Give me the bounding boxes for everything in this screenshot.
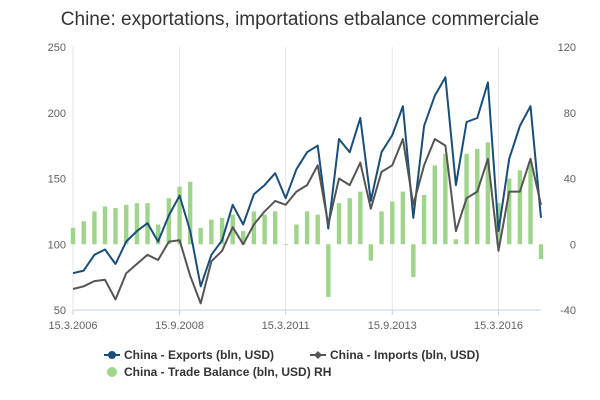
trade-balance-bar xyxy=(273,211,278,245)
axes: 15.3.2006 15.9.2008 15.3.2011 15.9.2013 15.3… xyxy=(48,42,576,332)
exports-series-line xyxy=(72,76,542,288)
trade-balance-bar xyxy=(219,217,225,245)
trade-balance-bar xyxy=(198,227,203,245)
trade-balance-bar xyxy=(294,224,299,245)
trade-balance-bar xyxy=(155,224,161,245)
legend: China - Exports (bln, USD) China - Impor… xyxy=(104,348,479,379)
trade-balance-bar xyxy=(390,201,395,245)
x-tick-label: 15.3.2011 xyxy=(262,320,310,332)
trade-balance-bar xyxy=(134,203,140,245)
trade-balance-bar xyxy=(70,227,76,245)
y-left-tick-label: 200 xyxy=(48,108,66,120)
y-right-tick-label: 40 xyxy=(564,174,576,186)
trade-balance-bar xyxy=(400,191,406,245)
x-tick-label: 15.3.2016 xyxy=(474,320,523,332)
trade-balance-bar xyxy=(113,208,118,245)
trade-balance-bar xyxy=(209,219,214,245)
y-left-tick-label: 250 xyxy=(48,42,66,54)
y-right-tick-label: -40 xyxy=(560,305,576,317)
trade-balance-bar xyxy=(166,198,172,245)
y-right-tick-label: 120 xyxy=(558,42,576,54)
series-lines xyxy=(72,76,542,305)
trade-balance-bar xyxy=(358,191,363,245)
trade-balance-bar xyxy=(315,214,320,245)
y-right-tick-label: 80 xyxy=(564,108,576,120)
trade-balance-bar xyxy=(81,221,86,245)
legend-balance-marker xyxy=(107,367,117,377)
trade-balance-bar xyxy=(432,165,437,245)
trade-balance-bar xyxy=(124,204,129,245)
y-left-tick-label: 100 xyxy=(48,239,66,251)
chart-title: Chine: exportations, importations etbala… xyxy=(61,9,539,30)
trade-balance-bar xyxy=(92,211,97,245)
trade-balance-bar xyxy=(240,231,246,245)
trade-balance-bar xyxy=(283,244,288,246)
trade-balance-bar xyxy=(368,244,374,261)
trade-balance-bar xyxy=(177,186,182,245)
trade-balance-bar xyxy=(475,148,480,245)
trade-balance-bar xyxy=(187,181,193,245)
trade-balance-bar xyxy=(304,211,310,245)
legend-imports-label: China - Imports (bln, USD) xyxy=(330,348,479,362)
trade-balance-bar xyxy=(336,203,342,245)
trade-balance-bar xyxy=(251,211,257,245)
trade-balance-bars xyxy=(70,142,544,297)
trade-balance-bar xyxy=(421,194,427,245)
x-tick-label: 15.9.2008 xyxy=(155,320,204,332)
y-right-tick-label: 0 xyxy=(570,239,576,251)
trade-balance-bar xyxy=(102,206,108,245)
trade-balance-bar xyxy=(453,239,459,245)
y-left-tick-label: 50 xyxy=(54,305,66,317)
trade-balance-bar xyxy=(538,244,544,260)
legend-imports-marker xyxy=(314,351,322,359)
trade-balance-bar xyxy=(379,211,384,245)
imports-series-line xyxy=(72,138,542,305)
trade-balance-bar xyxy=(485,142,491,245)
grid-lines xyxy=(72,47,499,310)
trade-balance-bar xyxy=(443,153,448,245)
x-tick-label: 15.9.2013 xyxy=(368,320,417,332)
legend-exports-label: China - Exports (bln, USD) xyxy=(124,348,274,362)
trade-balance-bar xyxy=(411,244,416,278)
trade-balance-bar xyxy=(507,178,512,245)
legend-exports-marker xyxy=(108,351,116,359)
legend-balance-label: China - Trade Balance (bln, USD) RH xyxy=(124,365,331,379)
y-left-tick-label: 150 xyxy=(48,174,66,186)
trade-balance-bar xyxy=(262,214,267,245)
trade-balance-bar xyxy=(528,162,533,245)
trade-balance-bar xyxy=(326,244,331,297)
x-tick-label: 15.3.2006 xyxy=(49,320,98,332)
trade-balance-bar xyxy=(517,170,523,245)
trade-balance-bar xyxy=(347,198,352,245)
